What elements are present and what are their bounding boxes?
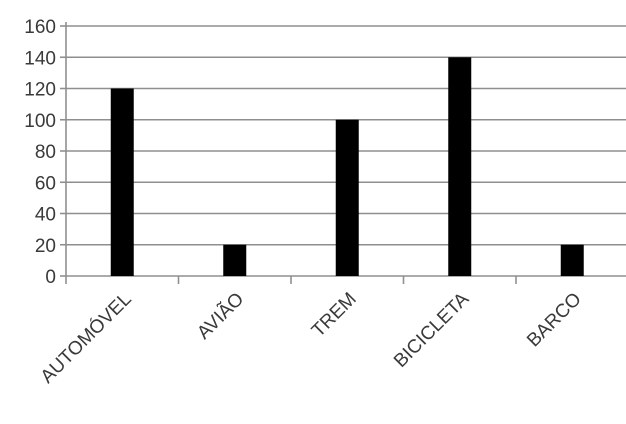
bars (110, 57, 584, 276)
category-labels: AUTOMÓVEL AVIÃO TREM BICICLETA BARCO (36, 288, 586, 388)
category-label: AVIÃO (193, 288, 249, 344)
y-tick-labels: 0 20 40 60 80 100 120 140 160 (24, 17, 56, 288)
y-tick-label: 20 (35, 236, 56, 257)
y-tick-label: 60 (35, 173, 56, 194)
y-tick-label: 80 (35, 142, 56, 163)
category-label: TREM (308, 289, 361, 342)
bar-avião (223, 244, 247, 276)
axes (60, 22, 626, 284)
bar-barco (560, 244, 584, 276)
bar-trem (335, 119, 359, 276)
category-label: AUTOMÓVEL (36, 288, 136, 388)
y-tick-label: 40 (35, 205, 56, 226)
y-tick-label: 0 (45, 267, 56, 288)
y-tick-label: 140 (24, 48, 56, 69)
y-tick-label: 120 (24, 80, 56, 101)
bar-automóvel (110, 88, 134, 276)
y-tick-label: 100 (24, 111, 56, 132)
bar-bicicleta (448, 57, 472, 276)
category-label: BICICLETA (390, 288, 474, 372)
category-label: BARCO (523, 289, 586, 352)
y-tick-label: 160 (24, 17, 56, 38)
